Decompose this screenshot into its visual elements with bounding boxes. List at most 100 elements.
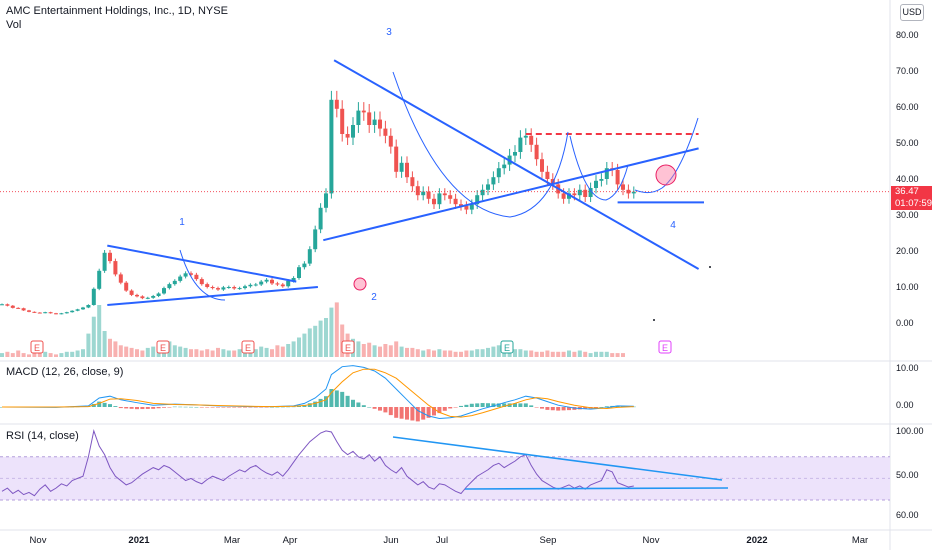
triangle2-upper-line (333, 59, 700, 270)
candle-body (237, 288, 242, 290)
volume-bar (151, 346, 156, 357)
macd-histogram-bar (275, 406, 280, 408)
macd-histogram-bar (140, 407, 145, 410)
candle-body (275, 283, 280, 285)
macd-histogram-bar (545, 407, 550, 410)
volume-bars (0, 302, 625, 357)
candle-body (70, 310, 75, 313)
candle-body (432, 198, 436, 205)
macd-histogram-bar (599, 407, 604, 408)
macd-histogram-bar (437, 407, 442, 414)
candle-body (340, 108, 345, 134)
volume-bar (113, 341, 118, 357)
candle-body (10, 305, 15, 308)
macd-histogram-bar (145, 407, 150, 409)
volume-bar (421, 350, 426, 357)
candle-body (378, 119, 382, 129)
macd-histogram-bar (313, 401, 318, 407)
volume-bar (432, 350, 436, 357)
candle-body (248, 284, 253, 287)
volume-bar (459, 351, 463, 357)
candle-body (534, 144, 539, 160)
macd-histogram-bar (594, 407, 598, 408)
volume-bar (410, 347, 415, 357)
earnings-marker (658, 340, 672, 354)
volume-bar (453, 351, 458, 357)
candle-body (162, 288, 166, 294)
signal-line (2, 368, 634, 418)
candle-body (496, 168, 501, 178)
volume-bar (340, 324, 345, 357)
macd-histogram-bar (475, 403, 480, 407)
volume-bar (475, 349, 480, 357)
volume-bar (291, 341, 296, 357)
volume-bar (329, 307, 334, 357)
candle-body (475, 195, 480, 205)
candle-body (621, 184, 625, 190)
candle-body (399, 162, 404, 172)
macd-histogram-bar (226, 407, 231, 408)
candle-body (32, 311, 37, 313)
macd-histogram-bar (194, 407, 199, 408)
earnings-marker-label: E (160, 343, 166, 353)
wave-label: 1 (179, 217, 185, 228)
macd-histogram-bar (318, 398, 323, 407)
macd-histogram-bar (383, 407, 388, 413)
macd-histogram-bar (464, 404, 469, 407)
volume-bar (529, 350, 534, 357)
candle-body (448, 195, 453, 199)
macd-histogram-bar (124, 407, 129, 409)
volume-bar (577, 350, 582, 357)
candle-body (491, 177, 496, 185)
wave-label: 2 (371, 292, 377, 303)
macd-panel (0, 365, 636, 422)
time-axis-tick: Jul (436, 535, 448, 546)
candle-body (129, 290, 134, 295)
volume-bar (372, 345, 377, 357)
volume-bar (97, 305, 102, 357)
volume-bar (64, 351, 69, 357)
macd-histogram-bar (135, 407, 139, 410)
volume-bar (523, 350, 528, 357)
volume-bar (48, 353, 53, 357)
macd-axis-tick: 10.00 (896, 363, 919, 373)
volume-bar (243, 350, 247, 357)
candle-body (631, 191, 636, 194)
candle-body (453, 198, 458, 205)
candle-body (356, 110, 361, 125)
macd-histogram-bar (540, 407, 544, 409)
candle-body (577, 189, 582, 196)
candle-body (410, 177, 415, 187)
volume-bar (5, 351, 10, 357)
candle-body (318, 207, 323, 230)
candle-body (183, 273, 188, 277)
volume-bar (464, 350, 469, 357)
macd-histogram-bar (442, 407, 447, 411)
volume-bar (610, 353, 615, 357)
volume-bar (426, 349, 431, 357)
candle-body (334, 99, 339, 109)
earnings-marker (30, 340, 44, 354)
candle-body (48, 312, 53, 314)
candle-body (615, 170, 620, 185)
currency-button[interactable]: USD (900, 4, 924, 21)
candle-body (545, 171, 550, 179)
volume-bar (378, 346, 382, 357)
candle-body (16, 307, 21, 309)
macd-histogram-bar (426, 407, 431, 418)
rsi-axis-tick: 100.00 (896, 426, 924, 436)
candle-body (156, 293, 161, 296)
candle-body (232, 287, 237, 289)
candle-body (437, 193, 442, 205)
rsi-band (0, 456, 890, 501)
candle-body (59, 313, 64, 315)
volume-bar (469, 350, 474, 357)
macd-histogram-bar (232, 407, 237, 408)
macd-histogram-bar (491, 403, 496, 407)
volume-bar (399, 346, 404, 357)
macd-histogram-bar (480, 403, 485, 407)
candle-body (172, 280, 177, 285)
candle-body (367, 112, 372, 125)
volume-bar (318, 320, 323, 357)
rsi-label: RSI (14, close) (6, 430, 79, 442)
